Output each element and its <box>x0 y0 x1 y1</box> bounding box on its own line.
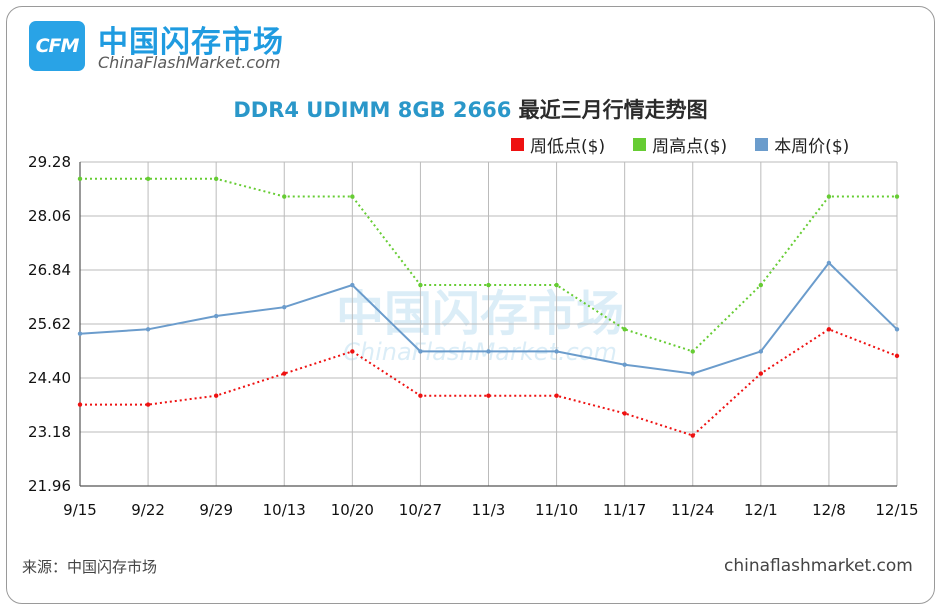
data-point-series-1 <box>350 194 355 199</box>
data-point-series-1 <box>690 349 695 354</box>
data-point-series-2 <box>350 282 355 288</box>
legend-item-low: 周低点($) <box>511 132 605 157</box>
data-point-series-0 <box>213 393 219 398</box>
data-point-series-0 <box>77 402 83 407</box>
brand-name-cn: 中国闪存市场 <box>98 25 284 60</box>
x-tick-label: 11/17 <box>603 501 646 519</box>
data-point-series-2 <box>486 349 491 354</box>
data-point-series-2 <box>282 304 287 310</box>
data-point-series-1 <box>213 176 219 182</box>
data-point-series-0 <box>418 393 423 398</box>
data-point-series-1 <box>894 194 900 199</box>
data-point-series-1 <box>77 176 83 182</box>
chart-legend: 周低点($) 周高点($) 本周价($) <box>511 132 849 157</box>
data-point-series-0 <box>282 371 287 376</box>
x-tick-label: 12/15 <box>875 501 918 519</box>
legend-label-current: 本周价($) <box>774 137 850 157</box>
source-note: 来源：中国闪存市场 <box>22 558 158 576</box>
data-point-series-0 <box>758 371 764 376</box>
legend-item-high: 周高点($) <box>633 132 727 157</box>
y-tick-label: 21.96 <box>28 477 71 495</box>
watermark-cn: 中国闪存市场 <box>336 286 624 342</box>
x-tick-label: 11/10 <box>535 501 578 519</box>
data-point-series-1 <box>554 282 559 288</box>
x-tick-label: 10/13 <box>263 501 306 519</box>
data-point-series-1 <box>758 282 764 288</box>
data-point-series-0 <box>690 433 695 438</box>
x-tick-label: 9/29 <box>199 501 233 519</box>
brand-name-en: ChinaFlashMarket.com <box>98 53 281 72</box>
x-tick-label: 12/8 <box>812 501 846 519</box>
data-point-series-1 <box>486 282 491 288</box>
chart-frame <box>6 6 935 604</box>
data-point-series-2 <box>77 331 83 336</box>
x-tick-label: 11/3 <box>472 501 506 519</box>
data-point-series-0 <box>554 393 559 398</box>
legend-swatch-current <box>755 138 769 151</box>
data-point-series-2 <box>145 327 151 332</box>
data-point-series-2 <box>690 371 695 376</box>
y-tick-label: 29.28 <box>28 153 71 171</box>
data-point-series-2 <box>622 362 627 367</box>
y-tick-label: 25.62 <box>28 315 71 333</box>
data-point-series-0 <box>622 411 627 416</box>
x-tick-label: 10/27 <box>399 501 442 519</box>
legend-item-current: 本周价($) <box>755 132 849 157</box>
data-point-series-0 <box>486 393 491 398</box>
chart-title-cn: 最近三月行情走势图 <box>518 98 708 122</box>
data-point-series-2 <box>826 260 832 266</box>
y-tick-label: 23.18 <box>28 423 71 441</box>
site-url: chinaflashmarket.com <box>724 556 913 576</box>
y-tick-label: 24.40 <box>28 369 71 387</box>
y-tick-label: 28.06 <box>28 207 71 225</box>
logo-text: CFM <box>35 35 80 57</box>
chart-title: DDR4 UDIMM 8GB 2666 最近三月行情走势图 <box>0 94 941 124</box>
data-point-series-2 <box>418 349 423 354</box>
data-point-series-0 <box>350 349 355 354</box>
data-point-series-1 <box>145 176 151 182</box>
cfm-logo: CFM <box>29 21 85 71</box>
data-point-series-1 <box>622 327 627 332</box>
data-point-series-2 <box>213 313 219 319</box>
legend-swatch-high <box>633 138 647 151</box>
data-point-series-1 <box>282 194 287 199</box>
data-point-series-2 <box>894 327 900 332</box>
legend-label-high: 周高点($) <box>652 137 728 157</box>
data-point-series-0 <box>145 402 151 407</box>
chart-title-en: DDR4 UDIMM 8GB 2666 <box>233 98 512 122</box>
data-point-series-0 <box>894 353 900 359</box>
data-point-series-0 <box>826 327 832 332</box>
data-point-series-1 <box>418 282 423 288</box>
data-point-series-2 <box>554 349 559 354</box>
legend-label-low: 周低点($) <box>530 137 606 157</box>
x-tick-label: 12/1 <box>744 501 778 519</box>
y-tick-label: 26.84 <box>28 261 71 279</box>
x-tick-label: 11/24 <box>671 501 714 519</box>
legend-swatch-low <box>511 138 524 151</box>
x-tick-label: 9/15 <box>63 501 97 519</box>
x-tick-label: 10/20 <box>331 501 374 519</box>
data-point-series-2 <box>758 349 764 354</box>
x-tick-label: 9/22 <box>131 501 165 519</box>
data-point-series-1 <box>826 194 832 199</box>
